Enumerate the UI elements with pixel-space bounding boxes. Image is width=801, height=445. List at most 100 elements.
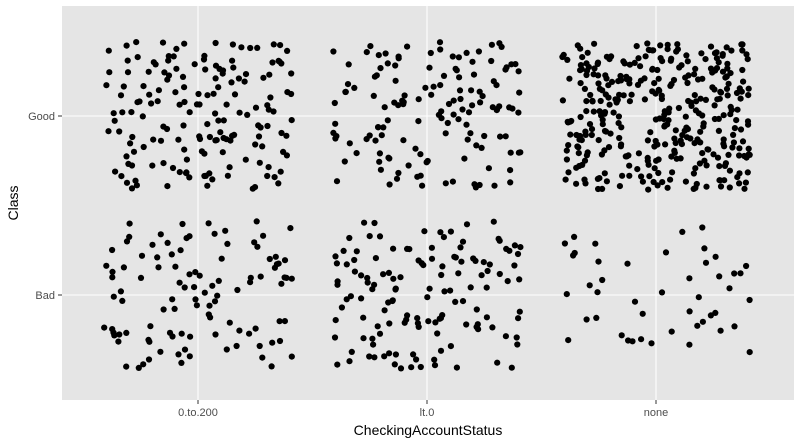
data-point bbox=[205, 220, 212, 227]
data-point bbox=[424, 294, 431, 301]
data-point bbox=[414, 320, 421, 327]
data-point bbox=[496, 103, 503, 110]
data-point bbox=[666, 105, 673, 112]
data-point bbox=[288, 275, 295, 282]
data-point bbox=[633, 43, 640, 50]
data-point bbox=[393, 175, 401, 182]
data-point bbox=[601, 110, 608, 117]
data-point bbox=[672, 139, 679, 147]
data-point bbox=[186, 174, 193, 181]
data-point bbox=[212, 62, 220, 69]
data-point bbox=[204, 92, 211, 99]
data-point bbox=[731, 125, 739, 132]
data-point bbox=[571, 233, 578, 240]
data-point bbox=[723, 44, 730, 51]
data-point bbox=[259, 354, 266, 361]
data-point bbox=[455, 116, 462, 123]
data-point bbox=[693, 98, 700, 105]
data-point bbox=[110, 110, 117, 117]
data-point bbox=[745, 92, 752, 99]
data-point bbox=[381, 104, 388, 111]
data-point bbox=[155, 87, 162, 94]
data-point bbox=[170, 53, 177, 60]
data-point bbox=[361, 219, 368, 226]
data-point bbox=[280, 148, 287, 155]
data-point bbox=[483, 314, 490, 321]
data-point bbox=[451, 253, 458, 260]
data-point bbox=[601, 170, 608, 177]
data-point bbox=[205, 311, 212, 318]
data-point bbox=[736, 180, 743, 187]
data-point bbox=[157, 137, 165, 144]
data-point bbox=[206, 133, 213, 141]
data-point bbox=[436, 39, 444, 46]
data-point bbox=[476, 88, 483, 95]
data-point bbox=[123, 153, 130, 160]
data-point bbox=[376, 233, 384, 240]
data-point bbox=[593, 314, 600, 321]
data-point bbox=[378, 132, 385, 139]
data-point bbox=[456, 87, 464, 94]
data-point bbox=[395, 102, 402, 109]
data-point bbox=[386, 155, 393, 162]
data-point bbox=[606, 101, 613, 108]
data-point bbox=[173, 65, 180, 72]
data-point bbox=[288, 90, 295, 98]
data-point bbox=[231, 131, 238, 138]
data-point bbox=[717, 89, 725, 96]
data-point bbox=[124, 69, 132, 76]
data-point bbox=[616, 183, 624, 190]
data-point bbox=[685, 72, 692, 79]
data-point bbox=[664, 46, 671, 53]
data-point bbox=[665, 117, 672, 124]
data-point bbox=[145, 68, 152, 75]
data-point bbox=[514, 341, 521, 348]
data-point bbox=[181, 98, 188, 106]
data-point bbox=[277, 42, 284, 49]
data-point bbox=[381, 307, 388, 314]
data-point bbox=[615, 120, 622, 127]
data-point bbox=[395, 169, 402, 177]
data-point bbox=[465, 109, 473, 116]
data-point bbox=[601, 147, 608, 154]
data-point bbox=[720, 112, 727, 119]
data-point bbox=[118, 173, 125, 180]
data-point bbox=[684, 58, 691, 65]
data-point bbox=[567, 131, 574, 138]
data-point bbox=[181, 40, 188, 47]
data-point bbox=[244, 111, 251, 118]
data-point bbox=[672, 127, 679, 134]
data-point bbox=[186, 109, 193, 116]
data-point bbox=[426, 285, 433, 292]
data-point bbox=[648, 340, 655, 347]
data-point bbox=[234, 286, 241, 294]
data-point bbox=[172, 263, 179, 270]
data-point bbox=[272, 253, 279, 260]
data-point bbox=[183, 156, 190, 163]
data-point bbox=[360, 335, 367, 342]
data-point bbox=[332, 317, 339, 324]
data-point bbox=[491, 182, 498, 189]
data-point bbox=[698, 50, 705, 57]
data-point bbox=[257, 273, 264, 280]
data-point bbox=[344, 81, 352, 88]
data-point bbox=[427, 49, 434, 57]
data-point bbox=[711, 50, 719, 57]
data-point bbox=[191, 284, 198, 291]
data-point bbox=[599, 185, 606, 192]
data-point bbox=[709, 84, 716, 91]
data-point bbox=[699, 112, 706, 119]
data-point bbox=[731, 270, 738, 277]
data-point bbox=[467, 130, 474, 137]
data-point bbox=[647, 129, 654, 136]
data-point bbox=[592, 240, 599, 247]
data-point bbox=[474, 321, 481, 328]
data-point bbox=[146, 91, 153, 98]
data-point bbox=[695, 294, 702, 301]
data-point bbox=[588, 131, 595, 139]
data-point bbox=[674, 41, 681, 48]
data-point bbox=[269, 339, 276, 346]
data-point bbox=[415, 118, 422, 125]
data-point bbox=[493, 82, 500, 89]
data-point bbox=[450, 111, 457, 118]
